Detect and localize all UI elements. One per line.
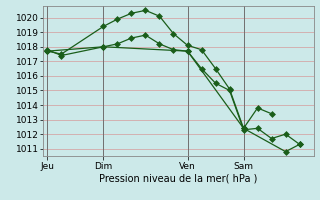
X-axis label: Pression niveau de la mer( hPa ): Pression niveau de la mer( hPa ) xyxy=(99,173,258,183)
